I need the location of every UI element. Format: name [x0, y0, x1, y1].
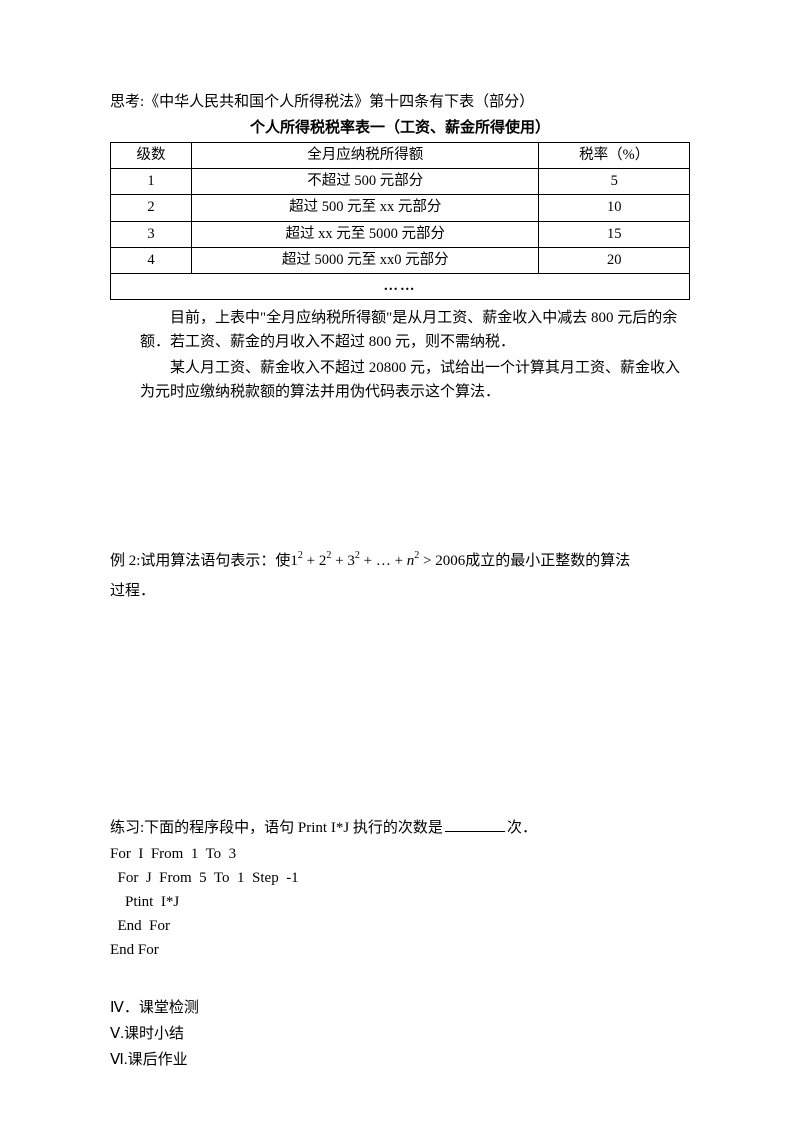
col-header-rate: 税率（%） [539, 143, 690, 169]
code-line: Ptint I*J [110, 890, 690, 914]
table-ellipsis-row: …… [111, 273, 690, 299]
intro-line: 思考:《中华人民共和国个人所得税法》第十四条有下表（部分） [110, 90, 690, 114]
cell: 超过 xx 元至 5000 元部分 [192, 221, 539, 247]
body-p2: 某人月工资、薪金收入不超过 20800 元，试给出一个计算其月工资、薪金收入为元… [140, 356, 690, 404]
exercise-line: 练习:下面的程序段中，语句 Print I*J 执行的次数是 次． [110, 816, 690, 840]
cell: 1 [111, 169, 192, 195]
section-5: Ⅴ.课时小结 [110, 1022, 690, 1046]
cell: 4 [111, 247, 192, 273]
table-row: 3 超过 xx 元至 5000 元部分 15 [111, 221, 690, 247]
cell: 10 [539, 195, 690, 221]
cell: 不超过 500 元部分 [192, 169, 539, 195]
cell: 5 [539, 169, 690, 195]
exercise-suffix: 次． [507, 820, 537, 836]
tax-table: 级数 全月应纳税所得额 税率（%） 1 不超过 500 元部分 5 2 超过 5… [110, 142, 690, 300]
table-row: 4 超过 5000 元至 xx0 元部分 20 [111, 247, 690, 273]
table-row: 1 不超过 500 元部分 5 [111, 169, 690, 195]
table-row: 2 超过 500 元至 xx 元部分 10 [111, 195, 690, 221]
code-line: End For [110, 914, 690, 938]
cell: 超过 500 元至 xx 元部分 [192, 195, 539, 221]
code-line: For I From 1 To 3 [110, 842, 690, 866]
code-line: End For [110, 938, 690, 962]
cell: 3 [111, 221, 192, 247]
cell: 2 [111, 195, 192, 221]
col-header-level: 级数 [111, 143, 192, 169]
blank-fill [445, 831, 505, 832]
col-header-amount: 全月应纳税所得额 [192, 143, 539, 169]
section-6: Ⅵ.课后作业 [110, 1048, 690, 1072]
code-line: For J From 5 To 1 Step -1 [110, 866, 690, 890]
body-paragraph-1: 目前，上表中"全月应纳税所得额"是从月工资、薪金收入中减去 800 元后的余额．… [110, 306, 690, 404]
cell: 20 [539, 247, 690, 273]
cell: 超过 5000 元至 xx0 元部分 [192, 247, 539, 273]
formula: 12 + 22 + 32 + … + n2 > 2006 [290, 553, 465, 569]
table-title: 个人所得税税率表一（工资、薪金所得使用） [110, 116, 690, 140]
example2: 例 2:试用算法语句表示：使12 + 22 + 32 + … + n2 > 20… [110, 546, 690, 606]
exercise-text: 练习:下面的程序段中，语句 Print I*J 执行的次数是 [110, 820, 443, 836]
table-header-row: 级数 全月应纳税所得额 税率（%） [111, 143, 690, 169]
code-block: For I From 1 To 3 For J From 5 To 1 Step… [110, 842, 690, 962]
example2-suffix1: 成立的最小正整数的算法 [465, 553, 630, 569]
example2-prefix: 例 2:试用算法语句表示：使 [110, 553, 290, 569]
body-p1: 目前，上表中"全月应纳税所得额"是从月工资、薪金收入中减去 800 元后的余额．… [140, 306, 690, 354]
section-4: Ⅳ．课堂检测 [110, 996, 690, 1020]
ellipsis-cell: …… [111, 273, 690, 299]
cell: 15 [539, 221, 690, 247]
example2-suffix2: 过程． [110, 583, 155, 599]
